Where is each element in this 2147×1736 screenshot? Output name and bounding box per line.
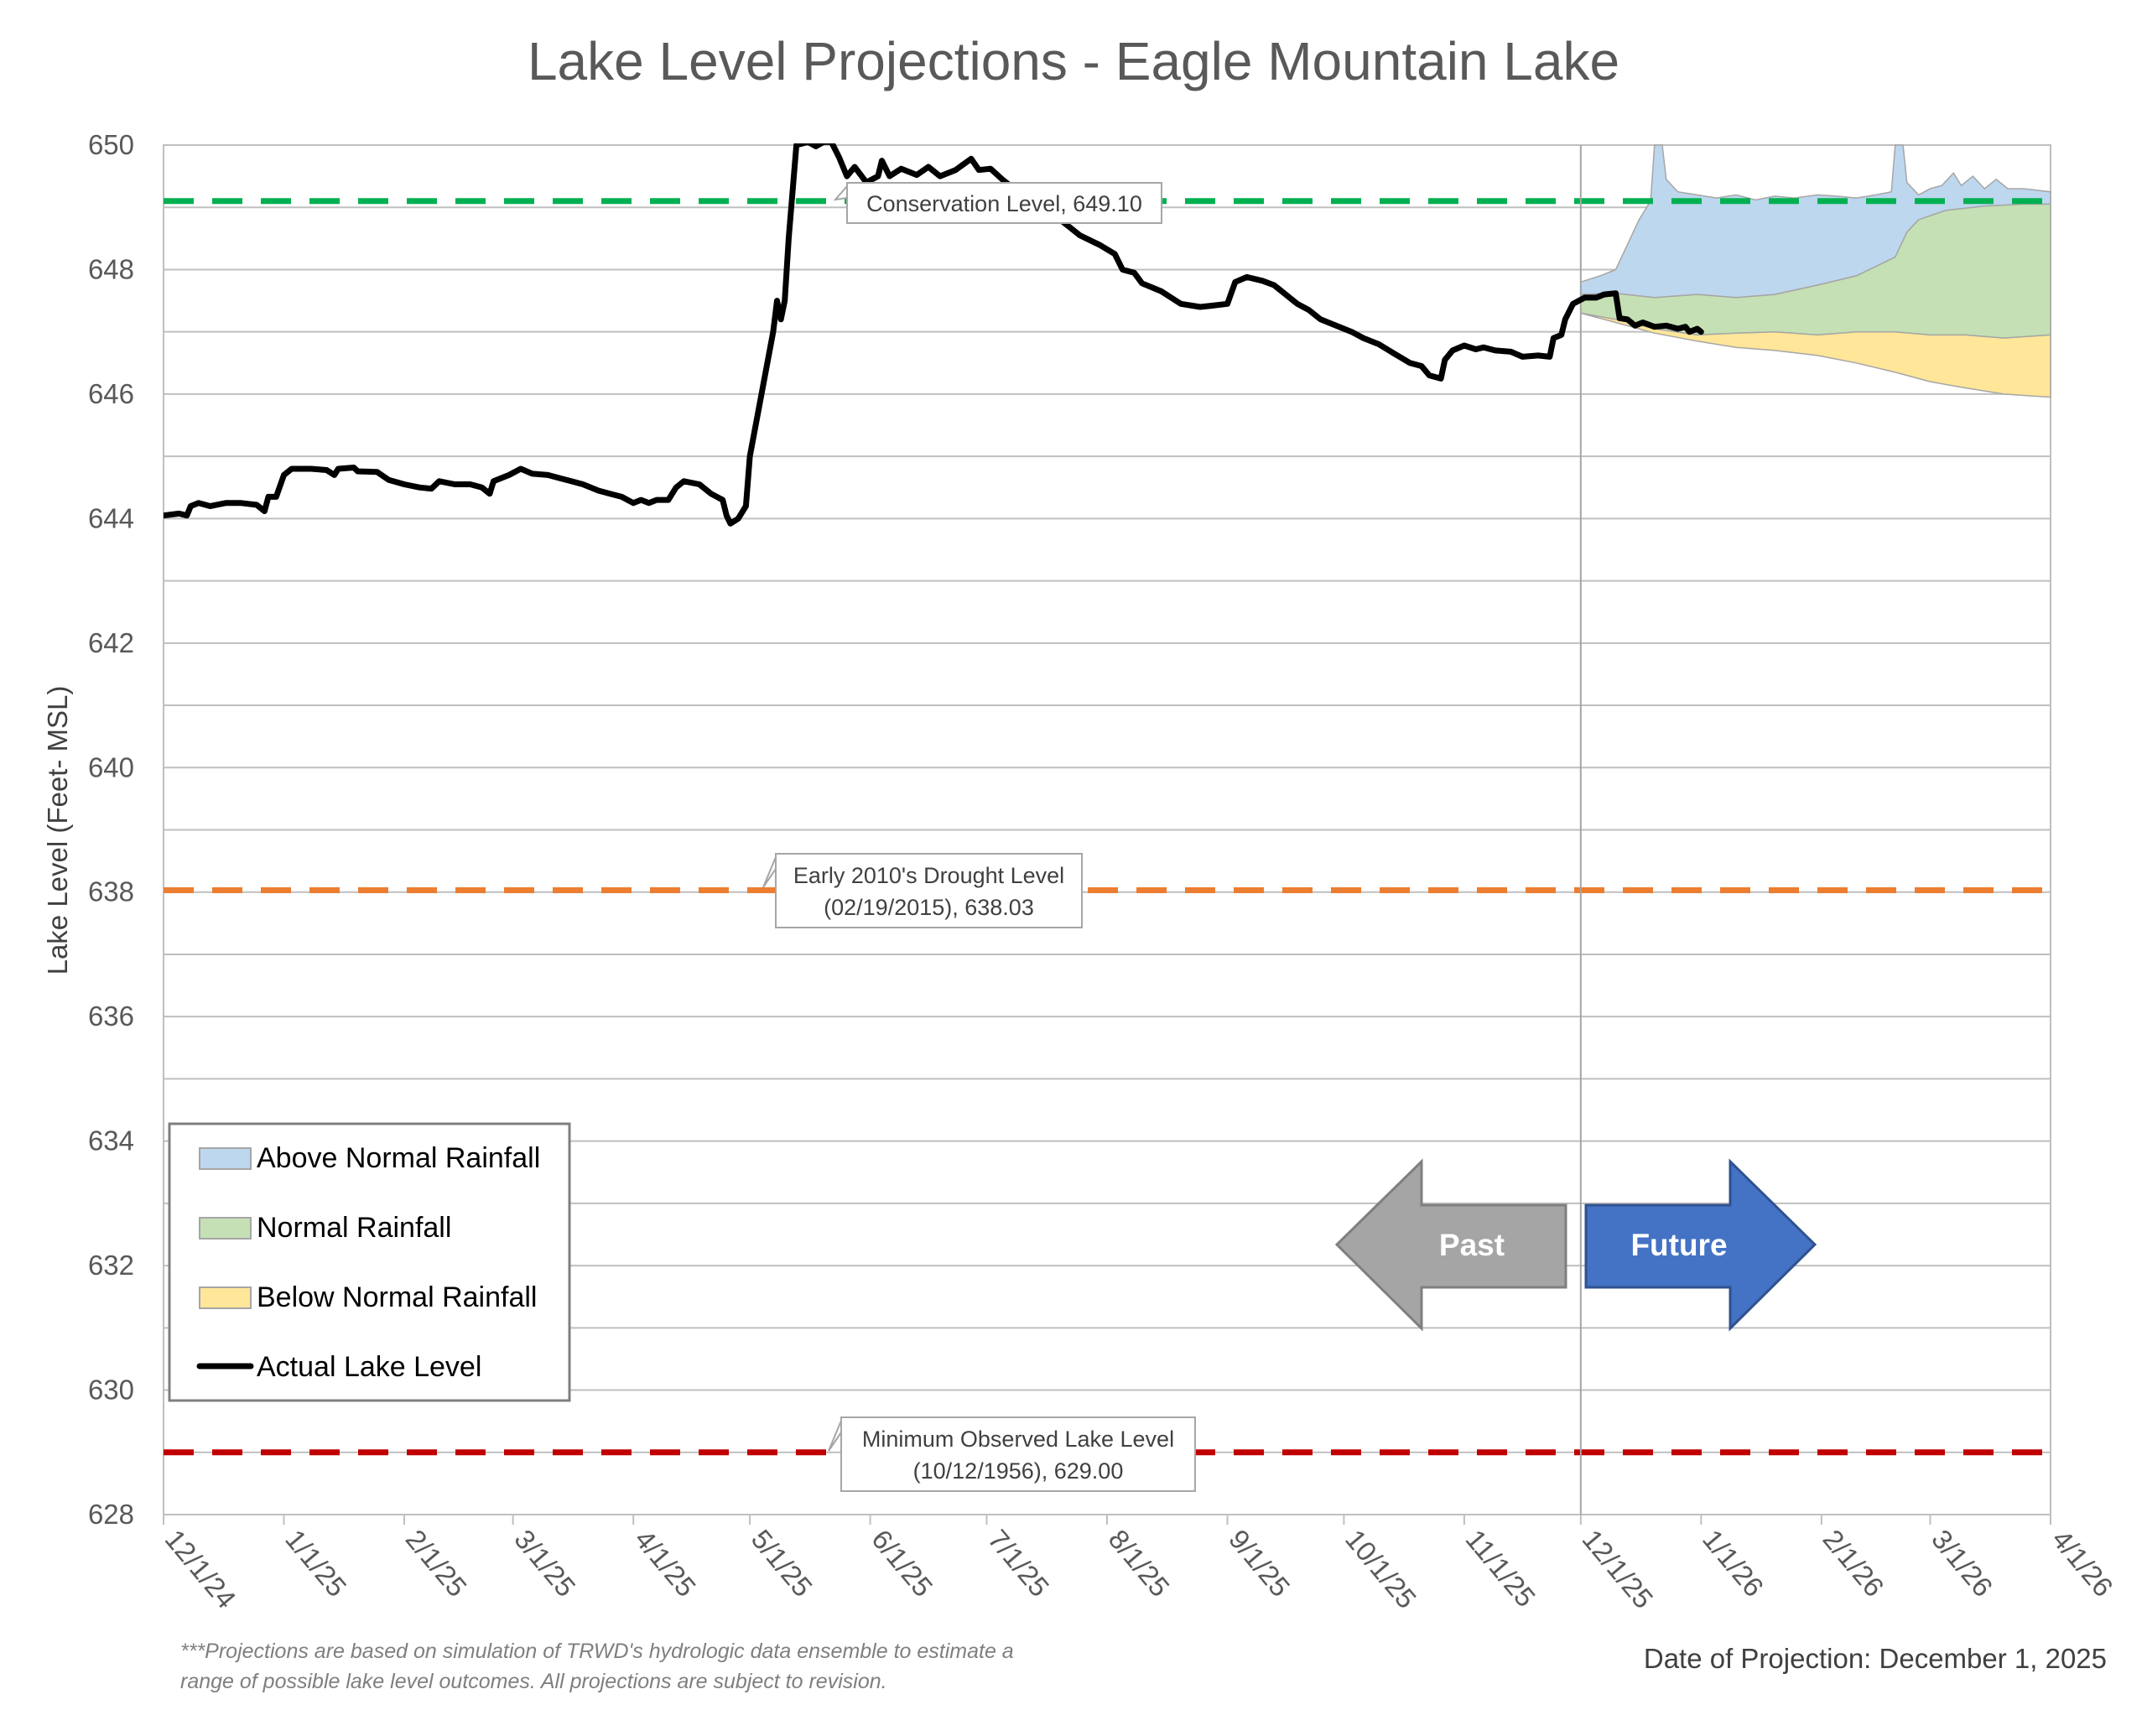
y-tick-label: 648 — [88, 253, 134, 284]
callout-pointer — [833, 185, 848, 201]
band-below-normal-rainfall — [1580, 312, 2051, 398]
callout-pointer — [828, 1420, 842, 1452]
legend-swatch — [199, 1147, 252, 1170]
legend-label: Actual Lake Level — [257, 1351, 481, 1383]
x-tick-label: 1/1/25 — [279, 1524, 352, 1603]
actual-lake-level-line — [164, 143, 1704, 527]
x-tick-label: 5/1/25 — [746, 1524, 819, 1603]
x-tick-label: 12/1/25 — [1576, 1524, 1659, 1614]
callout-pointer — [762, 856, 777, 888]
y-tick-label: 650 — [88, 129, 134, 160]
x-tick-label: 10/1/25 — [1339, 1524, 1422, 1614]
callout-box — [840, 1416, 1196, 1492]
legend-label: Below Normal Rainfall — [257, 1281, 537, 1313]
x-tick-label: 12/1/24 — [159, 1524, 242, 1614]
x-tick-label: 4/1/25 — [629, 1524, 702, 1603]
x-tick-label: 3/1/25 — [508, 1524, 581, 1603]
legend-label: Normal Rainfall — [257, 1212, 451, 1244]
y-tick-label: 642 — [88, 627, 134, 658]
x-tick-label: 7/1/25 — [982, 1524, 1055, 1603]
future-arrow-label: Future — [1630, 1228, 1727, 1262]
callout-label-line: Conservation Level, 649.10 — [866, 191, 1142, 216]
projection-bands — [1580, 144, 2051, 398]
past-arrow-shape — [1334, 1158, 1567, 1332]
y-tick-label: 646 — [88, 378, 134, 409]
legend-label: Above Normal Rainfall — [257, 1142, 540, 1174]
y-axis-label: Lake Level (Feet- MSL) — [42, 686, 73, 975]
projection-date-text: Date of Projection: December 1, 2025 — [1644, 1643, 2107, 1674]
callout-0: Conservation Level, 649.10 — [833, 182, 1162, 224]
legend-item-0: Above Normal Rainfall — [199, 1142, 540, 1174]
actual-lake-level-series — [164, 143, 1704, 527]
future-arrow-shape — [1584, 1158, 1817, 1332]
x-axis-tick-labels: 12/1/24 1/1/25 2/1/25 3/1/25 4/1/25 5/1/25 6/1… — [159, 1515, 2119, 1614]
y-tick-label: 634 — [88, 1125, 134, 1156]
y-tick-label: 630 — [88, 1375, 134, 1406]
y-tick-label: 636 — [88, 1001, 134, 1032]
callout-label-line: Minimum Observed Lake Level — [862, 1427, 1174, 1452]
x-tick-label: 3/1/26 — [1926, 1524, 1999, 1603]
y-tick-label: 638 — [88, 876, 134, 907]
callout-label-line: Early 2010's Drought Level — [793, 863, 1064, 888]
x-tick-label: 8/1/25 — [1103, 1524, 1176, 1603]
x-tick-label: 11/1/25 — [1460, 1524, 1542, 1613]
x-tick-label: 2/1/26 — [1817, 1524, 1890, 1603]
legend: Above Normal Rainfall Normal Rainfall Belo… — [168, 1122, 571, 1402]
y-tick-label: 640 — [88, 751, 134, 782]
y-tick-label: 632 — [88, 1250, 134, 1281]
y-axis-tick-labels: 628 630 632 634 636 638 640 642 644 646 648 650 — [88, 129, 134, 1530]
footnote-line-2: range of possible lake level outcomes. A… — [180, 1670, 887, 1693]
x-tick-label: 4/1/26 — [2046, 1524, 2119, 1603]
reference-callouts: Conservation Level, 649.10 Early 2010's D… — [762, 182, 1196, 1492]
legend-item-1: Normal Rainfall — [199, 1212, 451, 1244]
callout-box — [846, 182, 1162, 224]
past-arrow-label: Past — [1439, 1228, 1505, 1262]
legend-swatch — [199, 1217, 252, 1240]
callout-2: Minimum Observed Lake Level (10/12/1956),… — [828, 1416, 1196, 1492]
future-arrow: Future — [1584, 1158, 1817, 1332]
legend-item-2: Below Normal Rainfall — [199, 1281, 537, 1313]
callout-label-line: (10/12/1956), 629.00 — [913, 1458, 1124, 1484]
callout-1: Early 2010's Drought Level (02/19/2015), … — [762, 853, 1083, 928]
x-tick-label: 9/1/25 — [1223, 1524, 1296, 1603]
callout-label-line: (02/19/2015), 638.03 — [824, 895, 1034, 920]
x-tick-label: 1/1/26 — [1697, 1524, 1770, 1603]
y-tick-label: 644 — [88, 502, 134, 533]
legend-item-3: Actual Lake Level — [196, 1351, 481, 1383]
footnote-line-1: ***Projections are based on simulation o… — [180, 1640, 1014, 1663]
x-tick-label: 2/1/25 — [400, 1524, 473, 1603]
legend-swatch — [199, 1286, 252, 1309]
chart-title: Lake Level Projections - Eagle Mountain … — [528, 31, 1619, 91]
past-arrow: Past — [1334, 1158, 1567, 1332]
callout-box — [775, 853, 1083, 928]
y-tick-label: 628 — [88, 1499, 134, 1530]
x-tick-label: 6/1/25 — [866, 1524, 938, 1603]
